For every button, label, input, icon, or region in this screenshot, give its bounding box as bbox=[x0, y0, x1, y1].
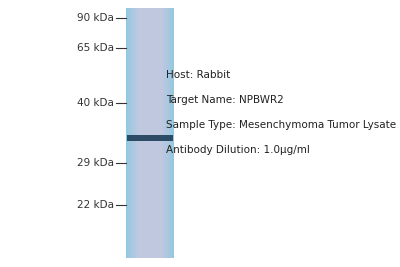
Bar bbox=[133, 8, 167, 258]
Bar bbox=[138, 8, 162, 258]
Bar bbox=[137, 8, 163, 258]
Bar bbox=[136, 8, 164, 258]
Bar bbox=[145, 8, 155, 258]
Bar bbox=[141, 8, 159, 258]
Text: Host: Rabbit: Host: Rabbit bbox=[166, 70, 230, 80]
Text: 29 kDa: 29 kDa bbox=[77, 158, 114, 168]
Bar bbox=[126, 8, 174, 258]
Bar bbox=[129, 8, 171, 258]
Bar bbox=[126, 8, 174, 258]
Bar bbox=[130, 8, 170, 258]
Bar bbox=[135, 8, 165, 258]
Text: Antibody Dilution: 1.0μg/ml: Antibody Dilution: 1.0μg/ml bbox=[166, 145, 310, 155]
Bar bbox=[134, 8, 166, 258]
Bar bbox=[144, 8, 156, 258]
Bar bbox=[140, 8, 160, 258]
Bar bbox=[137, 8, 163, 258]
Bar bbox=[144, 8, 156, 258]
Bar bbox=[135, 8, 165, 258]
Bar bbox=[142, 8, 158, 258]
Bar bbox=[129, 8, 171, 258]
Text: Target Name: NPBWR2: Target Name: NPBWR2 bbox=[166, 95, 284, 105]
Bar bbox=[136, 8, 164, 258]
Bar bbox=[128, 8, 172, 258]
Bar bbox=[139, 8, 161, 258]
Bar bbox=[144, 8, 156, 258]
Bar bbox=[134, 8, 166, 258]
Bar bbox=[133, 8, 167, 258]
Bar bbox=[134, 8, 166, 258]
Bar bbox=[147, 8, 153, 258]
Bar bbox=[146, 8, 154, 258]
Bar bbox=[128, 8, 172, 258]
Bar bbox=[131, 8, 169, 258]
Bar bbox=[129, 8, 171, 258]
Bar bbox=[130, 8, 170, 258]
Bar bbox=[137, 8, 163, 258]
Bar bbox=[130, 8, 170, 258]
Bar bbox=[141, 8, 159, 258]
Text: 90 kDa: 90 kDa bbox=[77, 13, 114, 23]
Text: 40 kDa: 40 kDa bbox=[77, 98, 114, 108]
Bar bbox=[132, 8, 168, 258]
Bar bbox=[139, 8, 161, 258]
Bar bbox=[136, 8, 164, 258]
Bar bbox=[135, 8, 165, 258]
Bar bbox=[133, 8, 167, 258]
Bar bbox=[128, 8, 172, 258]
Bar bbox=[142, 8, 158, 258]
Bar bbox=[146, 8, 154, 258]
Bar bbox=[127, 8, 173, 258]
Bar bbox=[139, 8, 161, 258]
Bar bbox=[132, 8, 168, 258]
Bar bbox=[138, 8, 162, 258]
Bar bbox=[126, 8, 174, 258]
Bar bbox=[141, 8, 159, 258]
Bar bbox=[138, 8, 162, 258]
Bar bbox=[140, 8, 160, 258]
Bar bbox=[146, 8, 154, 258]
Bar bbox=[144, 8, 156, 258]
Bar bbox=[140, 8, 160, 258]
Text: Sample Type: Mesenchymoma Tumor Lysate: Sample Type: Mesenchymoma Tumor Lysate bbox=[166, 120, 396, 130]
Bar bbox=[134, 8, 166, 258]
Text: 65 kDa: 65 kDa bbox=[77, 43, 114, 53]
Bar bbox=[131, 8, 169, 258]
Bar bbox=[138, 8, 162, 258]
Bar bbox=[143, 8, 157, 258]
Bar bbox=[132, 8, 168, 258]
Bar bbox=[136, 8, 164, 258]
Bar bbox=[127, 8, 173, 258]
Bar bbox=[130, 8, 170, 258]
Bar bbox=[127, 8, 173, 258]
Bar bbox=[147, 8, 153, 258]
Bar bbox=[145, 8, 155, 258]
Bar bbox=[128, 8, 172, 258]
Bar bbox=[146, 8, 154, 258]
Bar bbox=[140, 8, 160, 258]
Text: 22 kDa: 22 kDa bbox=[77, 200, 114, 210]
Bar bbox=[142, 8, 158, 258]
Bar bbox=[126, 8, 174, 258]
Bar bbox=[127, 135, 173, 141]
Bar bbox=[140, 8, 160, 258]
Bar bbox=[143, 8, 157, 258]
Bar bbox=[143, 8, 157, 258]
Bar bbox=[131, 8, 169, 258]
Bar bbox=[136, 8, 164, 258]
Bar bbox=[146, 8, 154, 258]
Bar bbox=[147, 8, 153, 258]
Bar bbox=[142, 8, 158, 258]
Bar bbox=[145, 8, 155, 258]
Bar bbox=[130, 8, 170, 258]
Bar bbox=[132, 8, 168, 258]
